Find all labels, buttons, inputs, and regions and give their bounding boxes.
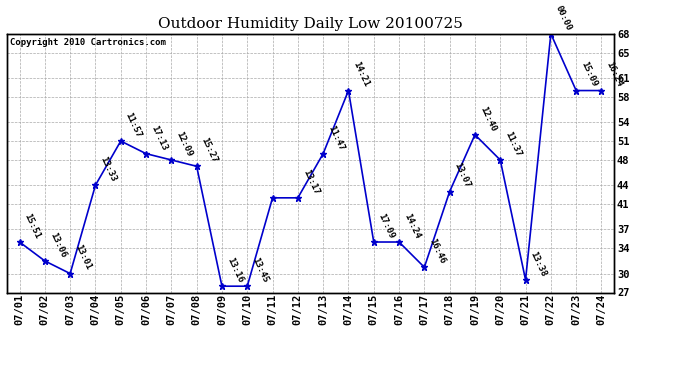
Text: 16:24: 16:24 [604, 60, 624, 88]
Text: 12:09: 12:09 [175, 130, 194, 158]
Text: 13:45: 13:45 [250, 256, 270, 284]
Text: 13:33: 13:33 [99, 155, 118, 183]
Text: 15:27: 15:27 [199, 136, 219, 164]
Text: 12:40: 12:40 [478, 105, 497, 133]
Text: 15:09: 15:09 [579, 60, 599, 88]
Text: 11:47: 11:47 [326, 124, 346, 152]
Text: 11:37: 11:37 [503, 130, 523, 158]
Text: 13:01: 13:01 [73, 243, 92, 272]
Text: 15:51: 15:51 [23, 212, 42, 240]
Title: Outdoor Humidity Daily Low 20100725: Outdoor Humidity Daily Low 20100725 [158, 17, 463, 31]
Text: 14:21: 14:21 [351, 60, 371, 88]
Text: Copyright 2010 Cartronics.com: Copyright 2010 Cartronics.com [10, 38, 166, 46]
Text: 14:24: 14:24 [402, 212, 422, 240]
Text: 16:46: 16:46 [427, 237, 447, 266]
Text: 13:07: 13:07 [453, 162, 472, 190]
Text: 13:38: 13:38 [529, 250, 548, 278]
Text: 13:06: 13:06 [48, 231, 68, 259]
Text: 13:17: 13:17 [301, 168, 320, 196]
Text: 13:16: 13:16 [225, 256, 244, 284]
Text: 17:13: 17:13 [149, 124, 168, 152]
Text: 17:09: 17:09 [377, 212, 396, 240]
Text: 00:00: 00:00 [554, 4, 573, 32]
Text: 11:57: 11:57 [124, 111, 144, 139]
